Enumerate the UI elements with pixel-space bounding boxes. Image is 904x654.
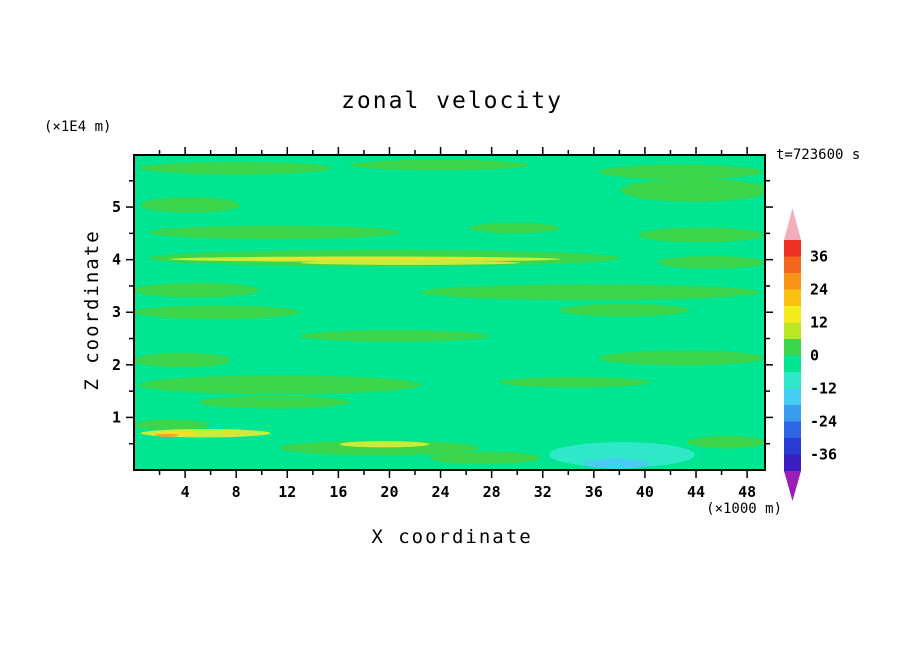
contour-blob <box>140 197 241 213</box>
colorbar-segment <box>784 372 801 389</box>
colorbar-segment <box>784 355 801 373</box>
colorbar-label: -24 <box>810 413 837 431</box>
y-axis-units: (×1E4 m) <box>44 119 112 135</box>
colorbar-arrow-bottom <box>784 471 801 501</box>
colorbar-segment <box>784 438 801 455</box>
contour-blob <box>300 330 490 342</box>
x-tick-label: 28 <box>483 483 501 501</box>
contour-blob <box>420 284 760 301</box>
colorbar-label: 24 <box>810 281 828 299</box>
colorbar-segment <box>784 306 801 323</box>
z-tick-label: 2 <box>112 356 121 374</box>
contour-blob <box>687 435 765 449</box>
contour-blob <box>300 260 520 265</box>
contour-blob <box>598 350 765 366</box>
contour-blob <box>349 159 529 171</box>
y-axis-label: Z coordinate <box>81 229 103 391</box>
x-tick-label: 40 <box>636 483 654 501</box>
z-tick-label: 5 <box>112 198 121 216</box>
contour-blob <box>134 419 211 431</box>
contour-blob <box>598 164 763 180</box>
contour-blob <box>469 222 560 234</box>
x-tick-label: 4 <box>181 483 190 501</box>
contour-blob <box>638 227 764 243</box>
colorbar-segment <box>784 388 801 406</box>
contour-blob <box>155 433 179 437</box>
colorbar-segment <box>784 240 801 257</box>
contour-blob <box>499 376 651 388</box>
colorbar-label: 36 <box>810 248 828 266</box>
contour-blob <box>139 375 421 395</box>
chart-title: zonal velocity <box>341 88 563 114</box>
colorbar-label: -12 <box>810 380 837 398</box>
time-annotation: t=723600 s <box>776 147 861 163</box>
z-tick-label: 1 <box>112 408 121 426</box>
colorbar-label: -36 <box>810 446 837 464</box>
contour-blob <box>339 441 430 448</box>
contour-field <box>134 155 765 470</box>
colorbar-segment <box>784 339 801 356</box>
contour-blob <box>149 225 400 240</box>
x-tick-label: 36 <box>585 483 603 501</box>
colorbar-segment <box>784 322 801 340</box>
x-tick-label: 24 <box>432 483 450 501</box>
x-axis-label: X coordinate <box>371 526 533 548</box>
contour-blob <box>134 305 301 320</box>
contour-blob <box>620 178 765 202</box>
contour-blob <box>139 161 331 175</box>
x-tick-label: 12 <box>278 483 296 501</box>
x-tick-label: 44 <box>687 483 705 501</box>
x-tick-label: 32 <box>534 483 552 501</box>
colorbar-segment <box>784 289 801 307</box>
colorbar-label: 0 <box>810 347 819 365</box>
colorbar-segment <box>784 454 801 472</box>
colorbar-arrow-top <box>784 208 801 240</box>
contour-blob <box>134 352 232 368</box>
contour-blob <box>199 395 350 409</box>
colorbar-segment <box>784 405 801 422</box>
contour-blob <box>583 458 651 469</box>
colorbar-segment <box>784 273 801 290</box>
x-tick-label: 48 <box>738 483 756 501</box>
z-tick-label: 4 <box>112 251 121 269</box>
contour-blob <box>559 303 690 317</box>
x-tick-label: 8 <box>232 483 241 501</box>
contour-blob <box>430 451 541 465</box>
contour-blob <box>134 282 260 298</box>
x-tick-label: 16 <box>329 483 347 501</box>
x-tick-label: 20 <box>380 483 398 501</box>
colorbar-segment <box>784 256 801 274</box>
contour-blob <box>657 255 765 269</box>
colorbar-label: 12 <box>810 314 828 332</box>
contour-blob <box>242 257 499 260</box>
colorbar-segment <box>784 421 801 439</box>
contour-blob <box>549 442 695 468</box>
z-tick-label: 3 <box>112 303 121 321</box>
x-axis-units: (×1000 m) <box>706 501 782 517</box>
